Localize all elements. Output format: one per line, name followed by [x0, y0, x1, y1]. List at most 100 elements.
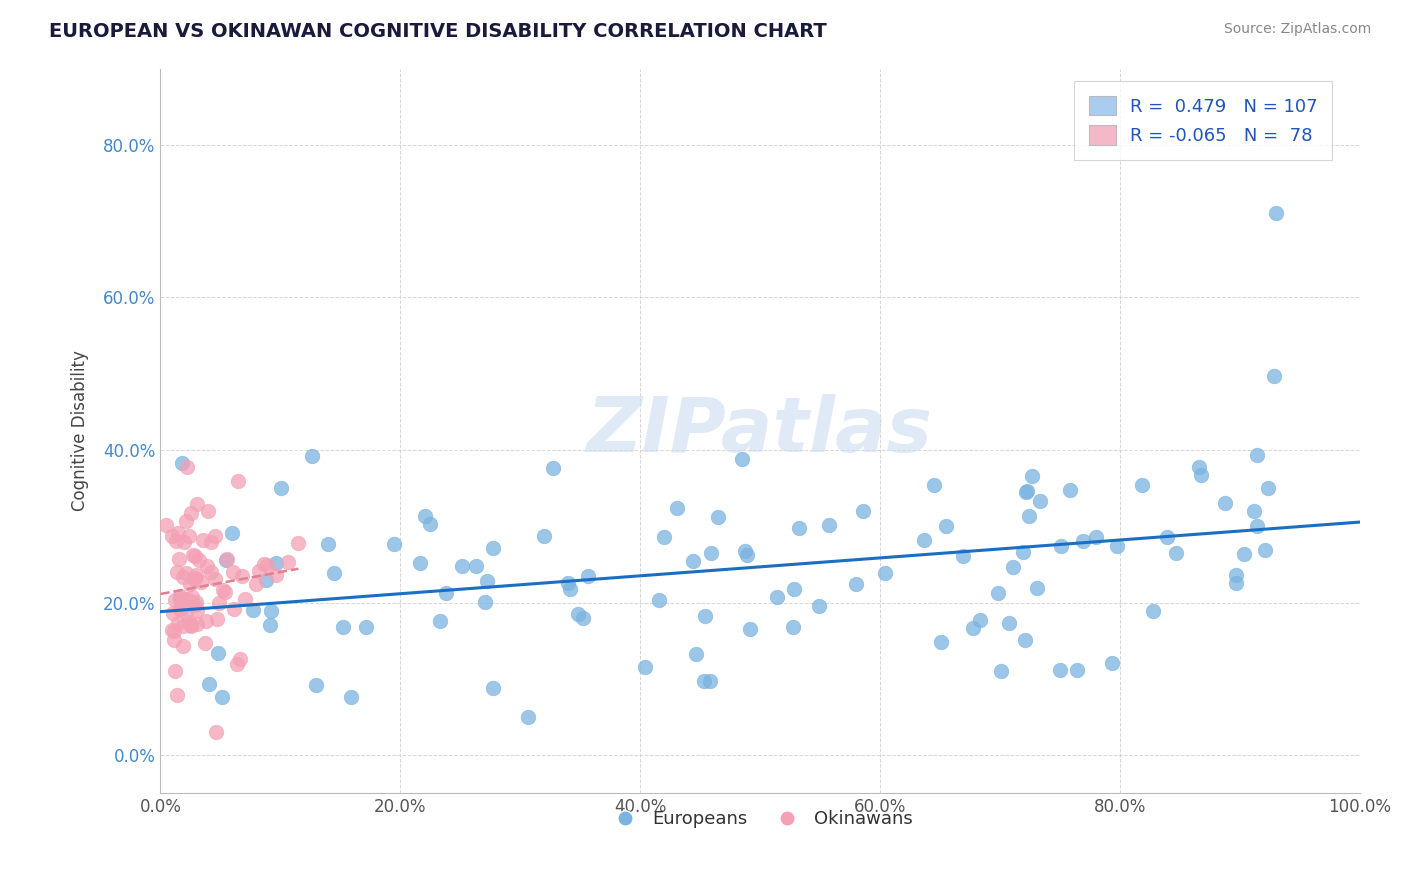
Point	[179, 615, 201, 630]
Point	[682, 554, 704, 568]
Point	[952, 549, 974, 563]
Point	[1015, 483, 1038, 498]
Point	[1166, 546, 1188, 560]
Point	[1213, 496, 1236, 510]
Point	[180, 617, 202, 632]
Point	[183, 548, 205, 562]
Point	[434, 586, 457, 600]
Point	[162, 607, 184, 621]
Point	[194, 636, 217, 650]
Point	[922, 478, 945, 492]
Point	[170, 457, 193, 471]
Point	[169, 602, 191, 616]
Point	[260, 604, 283, 618]
Point	[1001, 560, 1024, 574]
Point	[332, 620, 354, 634]
Point	[1021, 469, 1043, 483]
Point	[174, 566, 197, 581]
Point	[166, 688, 188, 702]
Point	[875, 566, 897, 581]
Point	[316, 536, 339, 550]
Point	[184, 571, 207, 585]
Point	[184, 594, 207, 608]
Text: ZIPatlas: ZIPatlas	[586, 394, 934, 468]
Point	[818, 518, 841, 533]
Point	[242, 603, 264, 617]
Point	[207, 647, 229, 661]
Point	[194, 614, 217, 628]
Point	[1049, 540, 1071, 554]
Point	[163, 624, 186, 639]
Point	[1018, 508, 1040, 523]
Point	[1084, 530, 1107, 544]
Point	[207, 612, 229, 626]
Point	[543, 461, 565, 475]
Point	[198, 676, 221, 690]
Point	[200, 565, 222, 579]
Point	[1263, 368, 1285, 383]
Point	[633, 660, 655, 674]
Point	[323, 566, 346, 580]
Point	[287, 536, 309, 550]
Point	[247, 564, 270, 578]
Point	[648, 592, 671, 607]
Point	[734, 544, 756, 558]
Point	[169, 590, 191, 604]
Point	[184, 598, 207, 612]
Point	[1225, 568, 1247, 582]
Point	[1028, 494, 1050, 508]
Point	[354, 620, 377, 634]
Point	[567, 607, 589, 621]
Point	[179, 529, 201, 543]
Point	[382, 537, 405, 551]
Point	[165, 592, 187, 607]
Point	[264, 568, 287, 582]
Point	[190, 574, 212, 589]
Point	[183, 573, 205, 587]
Point	[693, 609, 716, 624]
Point	[222, 565, 245, 579]
Point	[533, 529, 555, 543]
Point	[163, 633, 186, 648]
Point	[465, 559, 488, 574]
Point	[186, 603, 208, 617]
Point	[731, 452, 754, 467]
Point	[172, 570, 194, 584]
Point	[685, 647, 707, 661]
Point	[740, 622, 762, 636]
Point	[929, 635, 952, 649]
Point	[1107, 539, 1129, 553]
Point	[173, 534, 195, 549]
Point	[187, 553, 209, 567]
Point	[1233, 547, 1256, 561]
Point	[1225, 576, 1247, 591]
Point	[1015, 484, 1038, 499]
Point	[155, 518, 177, 533]
Point	[270, 481, 292, 495]
Point	[1059, 483, 1081, 497]
Point	[1188, 460, 1211, 475]
Point	[474, 595, 496, 609]
Point	[1243, 504, 1265, 518]
Point	[256, 558, 278, 573]
Point	[169, 551, 191, 566]
Point	[174, 514, 197, 528]
Point	[184, 568, 207, 582]
Point	[558, 582, 581, 596]
Point	[652, 530, 675, 544]
Point	[783, 582, 806, 597]
Point	[277, 555, 299, 569]
Text: Source: ZipAtlas.com: Source: ZipAtlas.com	[1223, 22, 1371, 37]
Point	[557, 575, 579, 590]
Point	[1156, 530, 1178, 544]
Point	[167, 616, 190, 631]
Point	[1066, 663, 1088, 677]
Point	[176, 591, 198, 606]
Point	[782, 620, 804, 634]
Point	[1014, 632, 1036, 647]
Point	[180, 506, 202, 520]
Point	[233, 591, 256, 606]
Point	[986, 586, 1008, 600]
Point	[766, 590, 789, 604]
Point	[253, 557, 276, 571]
